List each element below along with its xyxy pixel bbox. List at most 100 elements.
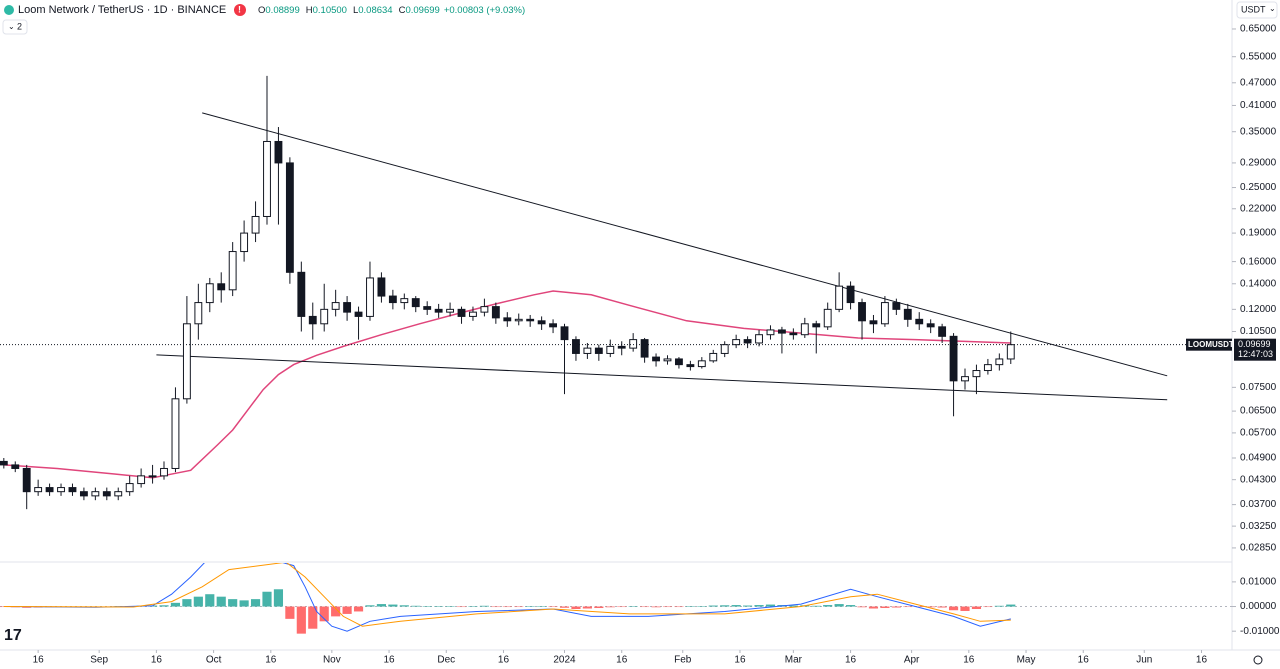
- x-tick-label: Nov: [323, 655, 341, 666]
- macd-histogram-bar: [811, 605, 821, 607]
- candle-body: [423, 306, 432, 310]
- x-tick-label: 16: [498, 655, 510, 666]
- candle-body: [697, 360, 706, 368]
- macd-histogram-bar: [411, 605, 421, 607]
- currency-chevron: ⌄: [1269, 4, 1276, 13]
- symbol-title[interactable]: Loom Network / TetherUS · 1D · BINANCE: [18, 4, 226, 16]
- macd-histogram-bar: [456, 606, 467, 608]
- candle-body: [800, 323, 809, 336]
- macd-histogram-bar: [651, 606, 661, 608]
- x-tick-label: 16: [963, 655, 975, 666]
- y-tick-label: 0.04900: [1240, 453, 1277, 464]
- candle-body: [22, 467, 31, 493]
- macd-histogram-bar: [754, 605, 764, 607]
- candle-body: [320, 308, 329, 325]
- macd-histogram-bar: [342, 606, 352, 614]
- candle-body: [560, 326, 569, 341]
- macd-histogram-bar: [983, 606, 993, 608]
- candle-body: [228, 251, 237, 291]
- macd-histogram-bar: [857, 606, 867, 608]
- candle-body: [789, 332, 798, 336]
- macd-histogram-bar: [845, 605, 856, 607]
- macd-histogram-bar: [994, 605, 1004, 607]
- macd-histogram-bar: [548, 606, 558, 608]
- macd-histogram-bar: [479, 605, 489, 607]
- macd-histogram-bar: [491, 606, 501, 608]
- macd-histogram-bar: [697, 606, 707, 607]
- x-tick-label: Jun: [1136, 655, 1152, 666]
- y-tick-label: 0.03700: [1240, 499, 1277, 510]
- candle-body: [892, 302, 901, 310]
- trendline: [156, 354, 1168, 401]
- alert-icon[interactable]: [234, 4, 246, 16]
- candle-body: [972, 370, 981, 378]
- candle-body: [640, 339, 649, 358]
- x-tick-label: 16: [845, 655, 857, 666]
- macd-histogram-bar: [571, 606, 581, 609]
- indicator-toggle[interactable]: [2, 19, 28, 35]
- macd-histogram-bar: [971, 606, 982, 609]
- axes: 0.65000 0.55000 0.47000 0.41000 0.35000 0.290…: [33, 24, 1280, 666]
- x-tick-label: 2024: [553, 655, 576, 666]
- candle-body: [617, 345, 626, 349]
- macd-histogram-bar: [445, 606, 455, 607]
- candle-body: [709, 352, 718, 362]
- x-tick-label: 16: [151, 655, 163, 666]
- candle-body: [572, 339, 580, 354]
- macd-y-tick-label: -0.01000: [1240, 626, 1280, 637]
- x-tick-label: 16: [1196, 655, 1208, 666]
- ohlc-change: +0.00803 (+9.03%): [444, 5, 525, 16]
- macd-histogram-bar: [1006, 604, 1016, 607]
- macd-histogram-bar: [182, 599, 192, 607]
- tv-logo[interactable]: 17: [4, 627, 22, 644]
- candle-body: [823, 308, 832, 328]
- y-tick-label: 0.25000: [1240, 182, 1277, 193]
- macd-histogram-bar: [319, 606, 329, 622]
- candle-body: [457, 308, 466, 317]
- y-tick-label: 0.47000: [1240, 77, 1277, 88]
- candle-body: [205, 283, 214, 304]
- y-tick-label: 0.55000: [1240, 51, 1277, 62]
- macd-histogram-bar: [960, 606, 970, 611]
- candle-body: [114, 491, 123, 497]
- candle-body: [45, 487, 54, 493]
- trendline: [202, 112, 1168, 377]
- macd-histogram-bar: [926, 606, 936, 608]
- symbol-tag-box: [1186, 338, 1232, 351]
- candle-body: [846, 285, 855, 304]
- alert-mark: !: [238, 4, 241, 14]
- currency[interactable]: USDT: [1241, 4, 1266, 14]
- indicator-count: 2: [17, 21, 22, 31]
- macd-histogram-bar: [880, 606, 890, 609]
- macd-histogram-bar: [834, 604, 844, 607]
- candle-body: [125, 483, 134, 493]
- candle-body: [240, 232, 249, 253]
- x-tick-label: 16: [265, 655, 277, 666]
- x-tick-label: 16: [33, 655, 45, 666]
- macd-histogram-bar: [537, 606, 547, 607]
- candle-body: [491, 306, 500, 319]
- candle-body: [938, 326, 947, 337]
- price-pane: [0, 75, 1232, 510]
- symbol-icon: [4, 5, 14, 15]
- candle-body: [182, 323, 191, 400]
- candle-body: [732, 339, 741, 346]
- candle-body: [743, 339, 752, 344]
- candle-body: [469, 311, 477, 317]
- candle-body: [366, 277, 374, 317]
- settings-icon[interactable]: [1253, 655, 1263, 665]
- x-tick-label: Dec: [437, 655, 455, 666]
- x-tick-label: 16: [1078, 655, 1090, 666]
- y-tick-label: 0.14000: [1240, 278, 1277, 289]
- macd-histogram-bar: [170, 602, 181, 607]
- macd-histogram-bar: [502, 606, 512, 608]
- currency-button[interactable]: [1236, 1, 1278, 19]
- candle-body: [343, 302, 352, 313]
- macd-histogram-bar: [193, 596, 203, 607]
- candle-body: [526, 318, 535, 322]
- y-tick-label: 0.02850: [1240, 543, 1277, 554]
- macd-histogram-bar: [605, 606, 615, 608]
- macd-histogram-bar: [308, 606, 318, 629]
- y-tick-label: 0.06500: [1240, 406, 1277, 417]
